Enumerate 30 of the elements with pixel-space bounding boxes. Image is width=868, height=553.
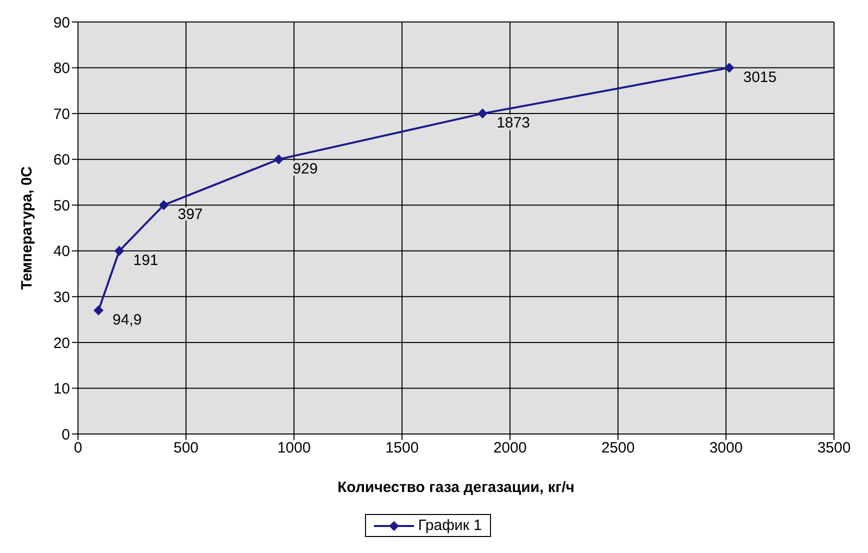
annotation: 191 <box>133 252 158 269</box>
x-tick-label: 1000 <box>277 440 311 457</box>
x-tick-label: 2000 <box>493 440 527 457</box>
x-tick-label: 1500 <box>385 440 419 457</box>
annotation: 94,9 <box>112 311 142 328</box>
legend-label: График 1 <box>418 517 482 534</box>
annotation: 3015 <box>743 68 777 86</box>
point <box>724 62 734 73</box>
point <box>94 305 104 316</box>
point <box>274 154 284 164</box>
y-tick-label: 40 <box>53 243 70 260</box>
y-tick-label: 50 <box>53 197 70 214</box>
x-tick-label: 500 <box>173 440 199 457</box>
y-tick-label: 60 <box>53 152 70 169</box>
y-tick-label: 70 <box>53 106 70 123</box>
x-tick-label: 3500 <box>817 440 851 457</box>
y-tick-label: 80 <box>53 60 70 78</box>
point <box>478 108 488 119</box>
x-tick-label: 3000 <box>709 440 743 457</box>
y-tick-label: 0 <box>62 426 70 444</box>
x-tick-label: 0 <box>74 440 82 457</box>
y-tick-label: 10 <box>53 380 70 398</box>
x-tick-label: 2500 <box>601 440 635 457</box>
x-axis-title: Количество газа дегазации, кг/ч <box>338 479 574 496</box>
point <box>158 200 169 210</box>
point <box>114 246 124 256</box>
y-tick-label: 30 <box>53 288 70 306</box>
y-tick-label: 20 <box>53 334 70 352</box>
y-axis-title: Температура, 0С <box>18 166 36 290</box>
y-tick-label: 90 <box>53 14 70 32</box>
